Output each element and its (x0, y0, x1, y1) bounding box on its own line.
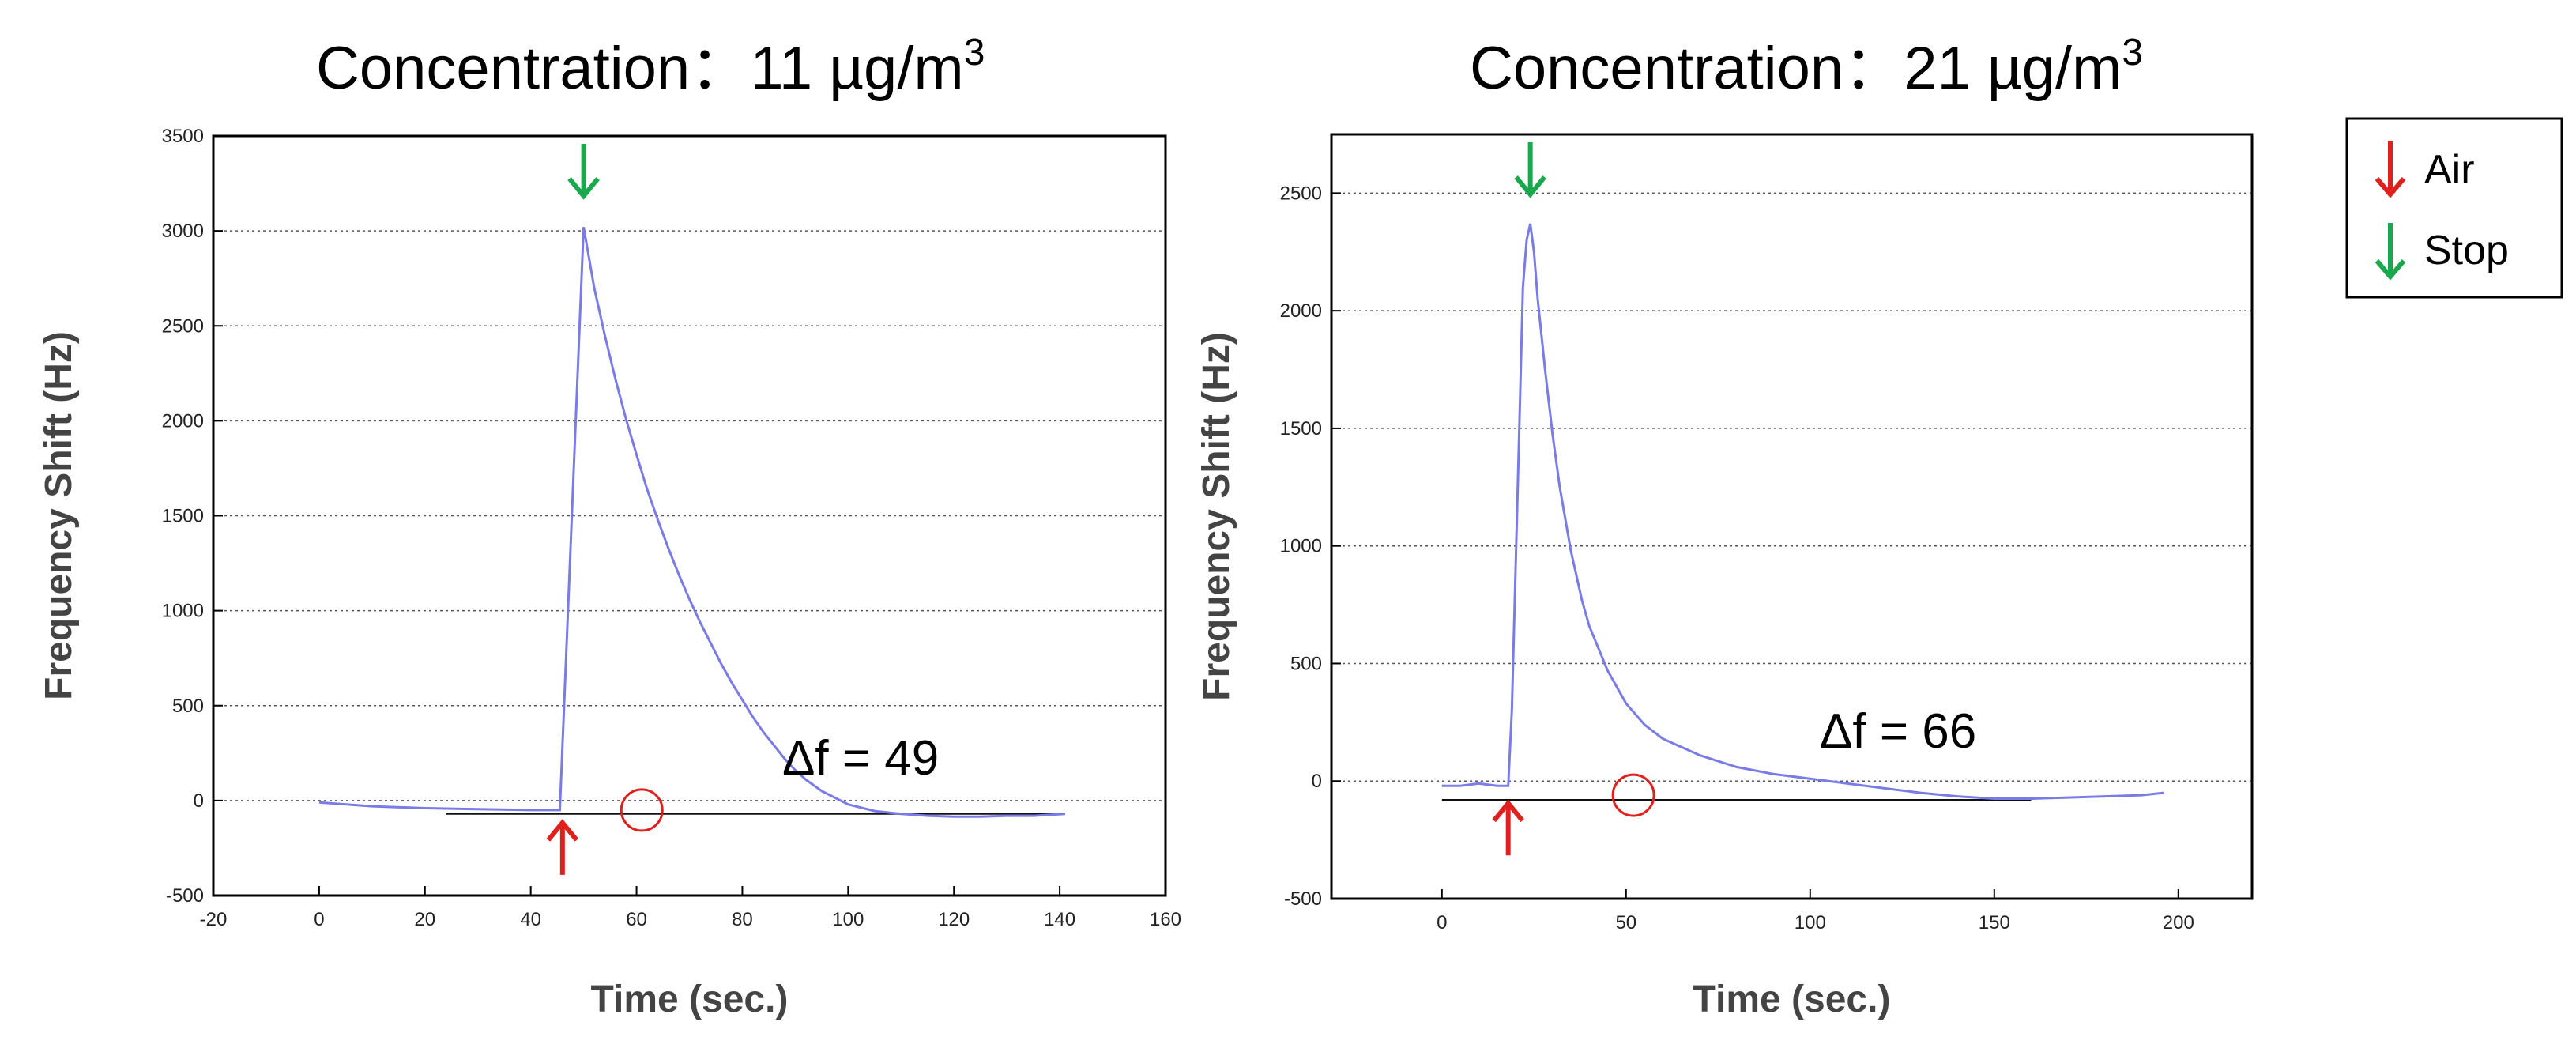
y-tick-label: 2500 (162, 315, 204, 337)
y-tick-label: 0 (1312, 771, 1322, 792)
arrow-up-icon (2375, 177, 2406, 198)
x-tick-label: 140 (1044, 909, 1075, 930)
y-tick-label: 2500 (1280, 183, 1322, 204)
x-tick-label: 160 (1150, 909, 1181, 930)
y-tick-label: 2000 (162, 410, 204, 432)
y-axis-label: Frequency Shift (Hz) (38, 331, 80, 700)
circle-marker (1611, 773, 1655, 817)
chart-2: -500 0 500 1000 1500 2000 2500 0 50 100 150 200 Time… (1196, 133, 2254, 1020)
x-tick-label: 80 (732, 909, 753, 930)
y-tick-label: 2000 (1280, 300, 1322, 322)
circle-marker (620, 788, 664, 832)
y-tick-label: 500 (172, 696, 204, 717)
series-line (1441, 223, 2164, 800)
y-tick-label: 1000 (162, 601, 204, 622)
y-tick-label: -500 (1284, 888, 1322, 910)
chart-1-title: Concentration：11 µg/m3 (316, 32, 985, 102)
x-tick-label: 100 (832, 909, 864, 930)
x-tick-label: 50 (1615, 912, 1636, 933)
y-tick-label: -500 (166, 885, 204, 907)
arrow-down-icon (1514, 175, 1546, 198)
x-tick-label: 0 (314, 909, 324, 930)
x-tick-label: 0 (1437, 912, 1447, 933)
y-tick-label: 500 (1290, 653, 1322, 674)
delta-f-annotation: Δf = 66 (1820, 704, 1976, 759)
y-tick-label: 3000 (162, 221, 204, 242)
y-axis-label: Frequency Shift (Hz) (1196, 332, 1237, 701)
delta-f-annotation: Δf = 49 (782, 731, 939, 786)
legend-item-stop: Stop (2375, 223, 2509, 281)
y-tick-label: 1500 (1280, 418, 1322, 439)
legend-label-stop: Stop (2424, 228, 2509, 273)
legend: Air Stop (2345, 117, 2563, 299)
chart-2-title: Concentration：21 µg/m3 (1470, 32, 2143, 102)
x-tick-label: 40 (520, 909, 541, 930)
chart-1: -500 0 500 1000 1500 2000 2500 3000 3500 -20 0 20 40… (38, 126, 1181, 1020)
x-tick-label: 200 (2163, 912, 2194, 933)
plot-frame (1330, 133, 2254, 900)
legend-label-air: Air (2424, 147, 2475, 193)
y-tick-label: 0 (194, 790, 204, 812)
y-tick-label: 1000 (1280, 536, 1322, 557)
x-axis-label: Time (sec.) (1693, 978, 1891, 1020)
arrow-down-icon (567, 177, 600, 200)
y-tick-label: 3500 (162, 126, 204, 147)
x-tick-label: -20 (200, 909, 228, 930)
y-tick-label: 1500 (162, 506, 204, 527)
x-tick-label: 100 (1795, 912, 1826, 933)
x-axis-label: Time (sec.) (591, 978, 789, 1020)
x-tick-label: 120 (938, 909, 970, 930)
x-tick-label: 150 (1979, 912, 2010, 933)
arrow-up-icon (546, 819, 579, 842)
legend-item-air: Air (2375, 141, 2475, 198)
x-tick-label: 20 (414, 909, 435, 930)
series-line (318, 227, 1065, 818)
arrow-up-icon (1492, 799, 1525, 823)
x-tick-label: 60 (626, 909, 647, 930)
arrow-down-icon (2375, 259, 2406, 281)
